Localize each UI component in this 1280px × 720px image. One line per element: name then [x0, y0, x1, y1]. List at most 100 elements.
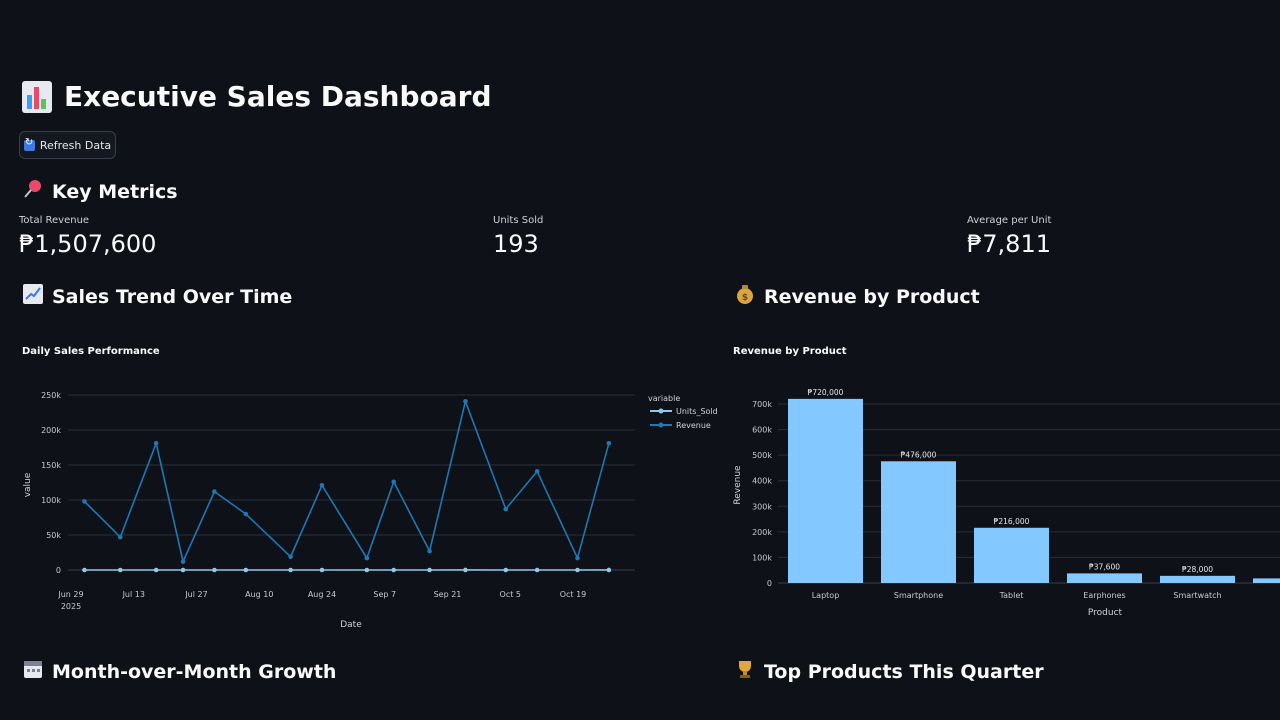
series-line-revenue [83, 398, 610, 565]
chart-title: Daily Sales Performance [22, 346, 160, 357]
x-tick-label: Smartphone [894, 591, 943, 600]
bar-data-label: ₱28,000 [1182, 565, 1213, 574]
y-tick-label: 100k [752, 553, 772, 562]
sales-trend-heading: Sales Trend Over Time [22, 283, 292, 310]
data-point [153, 567, 159, 573]
bar-data-label: ₱216,000 [994, 517, 1030, 526]
trend-chart-icon [22, 283, 44, 310]
data-point [364, 555, 370, 561]
y-axis-label: value [23, 472, 33, 497]
data-point [82, 567, 87, 573]
data-point [463, 399, 468, 404]
y-tick-label: 0 [767, 579, 772, 588]
data-point [180, 559, 186, 564]
data-point [288, 554, 293, 559]
metric-value: ₱1,507,600 [19, 230, 157, 258]
data-point [319, 483, 325, 488]
legend-entry-revenue: Revenue [676, 421, 711, 430]
y-axis-label: Revenue [733, 465, 743, 505]
x-tick-label: Oct 5 [500, 590, 521, 599]
data-point [606, 567, 612, 573]
data-point [118, 567, 123, 573]
refresh-data-label: Refresh Data [39, 138, 112, 152]
data-point [118, 534, 123, 540]
refresh-data-button[interactable]: Refresh Data [19, 131, 116, 159]
metric-label: Average per Unit [967, 215, 1052, 226]
trophy-icon [734, 658, 756, 685]
y-tick-label: 300k [752, 502, 772, 511]
bar-data-label: ₱37,600 [1089, 562, 1120, 571]
x-tick-label: Sep 21 [434, 590, 462, 599]
data-point [463, 567, 468, 573]
metric-label: Total Revenue [19, 215, 90, 226]
data-point [427, 548, 432, 554]
data-point [427, 567, 432, 573]
data-point [534, 567, 540, 573]
top-products-heading: Top Products This Quarter [734, 658, 1044, 685]
metric-units-sold: Units Sold 193 [493, 215, 543, 258]
data-point [503, 506, 509, 512]
data-point [82, 499, 87, 504]
calendar-icon [22, 658, 44, 685]
metric-value: 193 [493, 230, 539, 258]
x-tick-label: Jul 27 [184, 590, 207, 599]
y-tick-label: 50k [46, 531, 61, 540]
data-point [534, 469, 540, 474]
x-tick-label: Sep 7 [373, 590, 396, 599]
y-tick-label: 250k [41, 391, 61, 400]
refresh-icon [23, 137, 35, 151]
x-tick-label: Oct 19 [560, 590, 587, 599]
revenue-by-product-chart: Revenue by Product 0 100k 200k 300k 400k 500k… [733, 346, 1280, 618]
bar-chart-icon [22, 80, 52, 113]
metric-value: ₱7,811 [967, 230, 1051, 258]
y-tick-label: 100k [41, 496, 61, 505]
x-tick-label: Laptop [812, 591, 840, 600]
x-tick-label: Aug 10 [245, 590, 273, 599]
x-tick-label: Jul 13 [122, 590, 145, 599]
key-metrics-heading: Key Metrics [22, 178, 178, 205]
data-point [391, 479, 397, 485]
x-tick-label: Smartwatch [1173, 591, 1221, 600]
legend-title: variable [648, 394, 680, 403]
page-title-text: Executive Sales Dashboard [64, 80, 492, 113]
data-point [575, 567, 580, 573]
data-point [243, 511, 249, 517]
page-title: Executive Sales Dashboard [22, 80, 492, 113]
data-point [212, 489, 217, 494]
metric-average-per-unit: Average per Unit ₱7,811 [967, 215, 1051, 258]
legend-marker-revenue [658, 422, 664, 428]
daily-sales-chart: Daily Sales Performance 0 50k 100k 150k 200k… [22, 346, 718, 630]
x-tick-label: Aug 24 [308, 590, 336, 599]
y-tick-label: 0 [56, 566, 61, 575]
legend-marker-units [658, 408, 664, 414]
mom-growth-heading: Month-over-Month Growth [22, 658, 336, 685]
data-point [606, 441, 612, 446]
metric-total-revenue: Total Revenue ₱1,507,600 [19, 215, 156, 258]
data-point [153, 441, 159, 446]
svg-text:$: $ [742, 293, 748, 303]
x-tick-label: Tablet [999, 591, 1024, 600]
bar-data-label: ₱720,000 [808, 388, 844, 397]
bar [788, 398, 863, 583]
x-tick-label: Earphones [1083, 591, 1125, 600]
y-tick-label: 600k [752, 426, 772, 435]
pushpin-icon [22, 178, 44, 205]
x-tick-label: Jun 29 [57, 590, 83, 599]
data-point [319, 567, 325, 573]
money-bag-icon: $ [734, 283, 756, 310]
x-axis-label: Product [1088, 608, 1123, 618]
metric-label: Units Sold [493, 215, 544, 226]
bar [974, 527, 1049, 583]
data-point [212, 567, 217, 573]
data-point [575, 555, 580, 561]
bar [881, 461, 956, 583]
y-tick-label: 400k [752, 477, 772, 486]
data-point [288, 567, 293, 573]
bar [1067, 573, 1142, 583]
data-point [391, 567, 397, 573]
x-tick-year: 2025 [61, 602, 81, 611]
data-point [503, 567, 509, 573]
bar-data-label: ₱476,000 [901, 450, 937, 459]
y-tick-label: 200k [41, 426, 61, 435]
legend-entry-units: Units_Sold [676, 407, 718, 416]
